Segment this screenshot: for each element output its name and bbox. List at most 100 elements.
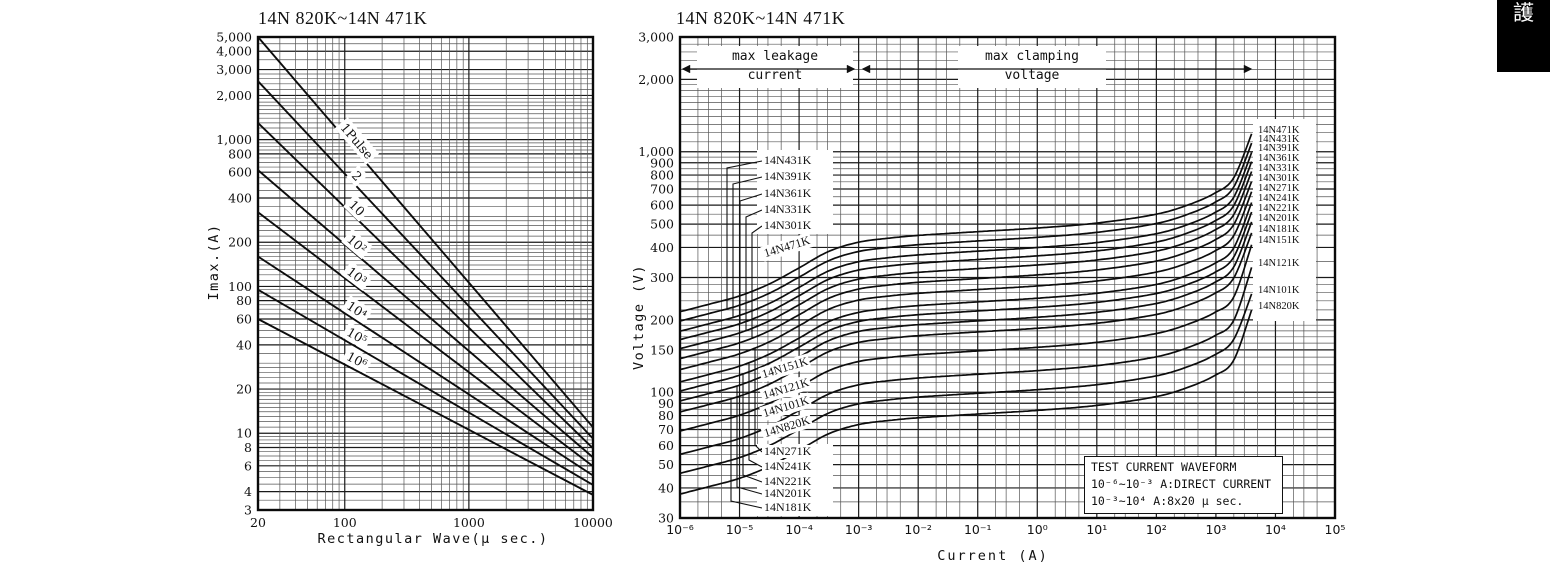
- test-note-line1: TEST CURRENT WAVEFORM: [1091, 460, 1237, 474]
- vi-chart-xlabel: Current (A): [937, 548, 1049, 564]
- right-label-14N181K: 14N181K: [1258, 223, 1300, 235]
- max-clamping-annotation: max clamping voltage: [958, 47, 1106, 85]
- leader-label-14N271K: 14N271K: [762, 444, 814, 458]
- tick-label: 10⁰: [1027, 522, 1048, 537]
- tick-label: 40: [236, 337, 252, 352]
- leader-label-14N391K: 14N391K: [762, 169, 814, 183]
- plot-frame: [256, 35, 595, 512]
- plot-frame: [678, 35, 1337, 520]
- tick-label: 400: [650, 240, 674, 255]
- vi-curve-14N301K: [679, 181, 1253, 360]
- tick-label: 20: [250, 515, 266, 530]
- tick-label: 10⁴: [1265, 522, 1286, 537]
- test-note-line3: 10⁻³~10⁴ A:8x20 μ sec.: [1091, 494, 1244, 508]
- leader-label-14N181K: 14N181K: [762, 500, 814, 514]
- leader-line-14N431K: [726, 160, 763, 309]
- max-clamping-line2: voltage: [1004, 68, 1060, 83]
- pulse-curve-10⁵: [257, 288, 594, 486]
- pulse-curve-2: [257, 80, 594, 440]
- right-label-14N301K: 14N301K: [1258, 172, 1300, 184]
- vi-curve-14N361K: [679, 161, 1253, 341]
- leader-label-14N361K: 14N361K: [762, 186, 814, 200]
- pulse-chart-ylabel: Imax.(A): [206, 223, 222, 301]
- tick-label: 6: [244, 458, 252, 473]
- tick-label: 800: [650, 168, 674, 183]
- leader-label-14N431K: 14N431K: [762, 153, 814, 167]
- vi-curve-14N101K: [679, 293, 1253, 475]
- tick-label: 3: [244, 503, 252, 518]
- vi-curve-14N151K: [679, 244, 1253, 432]
- vi-curve-14N391K: [679, 152, 1253, 333]
- tick-label: 600: [228, 165, 252, 180]
- label-mask: [1253, 119, 1316, 321]
- tick-label: 100: [228, 279, 252, 294]
- vi-curve-14N431K: [679, 142, 1253, 322]
- tick-label: 10000: [573, 515, 613, 530]
- right-label-14N151K: 14N151K: [1258, 235, 1300, 247]
- tick-label: 600: [650, 198, 674, 213]
- right-label-14N221K: 14N221K: [1258, 202, 1300, 214]
- tick-label: 2,000: [638, 72, 674, 87]
- vi-curve-14N241K: [679, 202, 1253, 383]
- leader-label-14N331K: 14N331K: [762, 202, 814, 216]
- leader-line-14N241K: [748, 362, 763, 468]
- tick-label: 8: [244, 440, 252, 455]
- pulse-chart-title: 14N 820K~14N 471K: [258, 8, 428, 28]
- max-leakage-line2: current: [747, 68, 803, 83]
- right-label-14N121K: 14N121K: [1258, 257, 1300, 269]
- tick-label: 200: [228, 235, 252, 250]
- test-note-line2: 10⁻⁶~10⁻³ A:DIRECT CURRENT: [1091, 477, 1272, 491]
- tick-label: 10⁻⁴: [785, 522, 813, 537]
- test-waveform-note: TEST CURRENT WAVEFORM 10⁻⁶~10⁻³ A:DIRECT…: [1084, 456, 1283, 514]
- tick-label: 60: [236, 311, 252, 326]
- pulse-curve-10²: [257, 169, 594, 459]
- vi-curve-14N471K: [679, 133, 1253, 313]
- tick-label: 10²: [1146, 522, 1167, 537]
- tick-label: 100: [650, 385, 674, 400]
- tick-label: 900: [650, 155, 674, 170]
- right-label-14N471K: 14N471K: [1258, 124, 1300, 136]
- pulse-curve-10⁶: [257, 318, 594, 496]
- leader-line-14N391K: [732, 176, 763, 318]
- tick-label: 10⁻⁶: [666, 522, 694, 537]
- leader-line-14N331K: [745, 209, 763, 331]
- tick-label: 80: [236, 293, 252, 308]
- right-label-14N241K: 14N241K: [1258, 193, 1300, 205]
- tick-label: 1000: [453, 515, 485, 530]
- tick-label: 10⁵: [1325, 522, 1346, 537]
- right-label-14N201K: 14N201K: [1258, 212, 1300, 224]
- tick-label: 300: [650, 270, 674, 285]
- right-label-14N431K: 14N431K: [1258, 134, 1300, 146]
- tick-label: 150: [650, 342, 674, 357]
- tick-label: 500: [650, 217, 674, 232]
- leader-line-14N301K: [751, 225, 763, 339]
- pulse-chart-xlabel: Rectangular Wave(μ sec.): [317, 531, 549, 547]
- max-leakage-annotation: max leakage current: [697, 47, 853, 85]
- leader-line-14N271K: [754, 348, 763, 453]
- tick-label: 20: [236, 382, 252, 397]
- right-label-14N101K: 14N101K: [1258, 284, 1300, 296]
- right-label-14N391K: 14N391K: [1258, 143, 1300, 155]
- leader-label-14N221K: 14N221K: [762, 474, 814, 488]
- tick-label: 10: [236, 426, 252, 441]
- leader-line-14N221K: [742, 374, 763, 483]
- pulse-curve-10⁴: [257, 255, 594, 477]
- right-label-14N331K: 14N331K: [1258, 162, 1300, 174]
- tick-label: 10⁻⁵: [726, 522, 754, 537]
- max-leakage-line1: max leakage: [731, 49, 819, 64]
- leader-line-14N181K: [730, 398, 763, 509]
- tick-label: 10⁻¹: [964, 522, 992, 537]
- tick-label: 10⁻²: [904, 522, 932, 537]
- leader-label-14N241K: 14N241K: [762, 459, 814, 473]
- right-label-14N271K: 14N271K: [1258, 182, 1300, 194]
- tick-label: 400: [228, 191, 252, 206]
- leader-line-14N361K: [739, 193, 763, 324]
- vi-curve-14N331K: [679, 171, 1253, 350]
- pulse-curve-10: [257, 122, 594, 449]
- tick-label: 30: [658, 511, 674, 526]
- vi-curve-14N181K: [679, 232, 1253, 413]
- tick-label: 40: [658, 480, 674, 495]
- page-index-tab-label: 護: [1513, 1, 1534, 25]
- leader-label-14N301K: 14N301K: [762, 218, 814, 232]
- tick-label: 50: [658, 457, 674, 472]
